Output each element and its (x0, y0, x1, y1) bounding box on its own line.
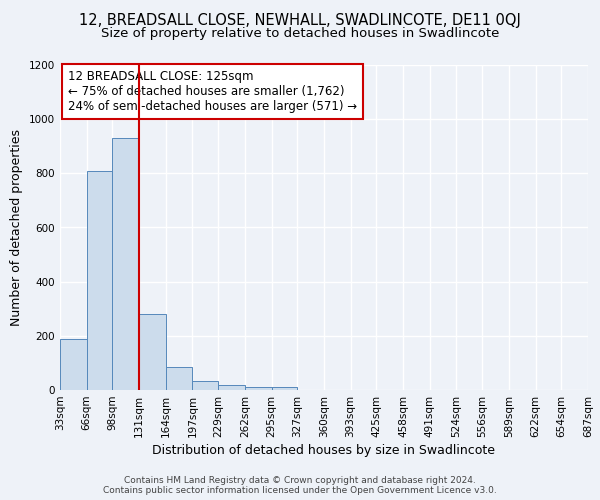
X-axis label: Distribution of detached houses by size in Swadlincote: Distribution of detached houses by size … (152, 444, 496, 457)
Bar (193, 380, 218, 390)
Bar (86, 170, 112, 390)
Bar (245, 387, 272, 390)
Bar (218, 384, 245, 390)
Text: 12 BREADSALL CLOSE: 125sqm
← 75% of detached houses are smaller (1,762)
24% of s: 12 BREADSALL CLOSE: 125sqm ← 75% of deta… (68, 70, 357, 113)
Text: 12, BREADSALL CLOSE, NEWHALL, SWADLINCOTE, DE11 0QJ: 12, BREADSALL CLOSE, NEWHALL, SWADLINCOT… (79, 12, 521, 28)
Bar (272, 388, 298, 390)
Bar (112, 138, 139, 390)
Bar (60, 338, 86, 390)
Bar (166, 367, 193, 390)
Text: Contains HM Land Registry data © Crown copyright and database right 2024.: Contains HM Land Registry data © Crown c… (124, 476, 476, 485)
Bar (139, 314, 166, 390)
Text: Size of property relative to detached houses in Swadlincote: Size of property relative to detached ho… (101, 28, 499, 40)
Y-axis label: Number of detached properties: Number of detached properties (10, 129, 23, 326)
Text: Contains public sector information licensed under the Open Government Licence v3: Contains public sector information licen… (103, 486, 497, 495)
